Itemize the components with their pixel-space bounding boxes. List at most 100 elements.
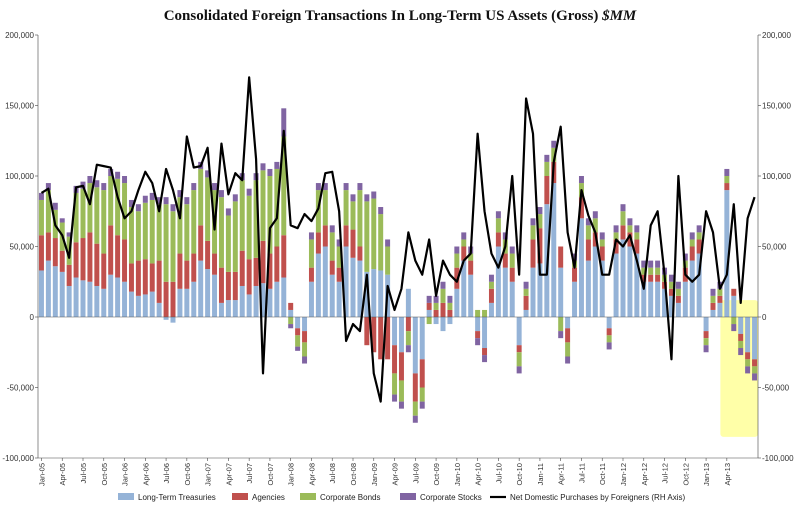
bar-agencies [447,309,453,317]
bar-treasuries [405,288,411,317]
bar-corporate_stocks [509,246,515,254]
bar-corporate_stocks [329,225,335,233]
bar-treasuries [315,253,321,317]
bar-treasuries [551,183,557,317]
chart-title: Consolidated Foreign Transactions In Lon… [164,8,637,24]
bar-corporate_bonds [585,225,591,240]
bar-agencies [288,302,294,310]
bar-corporate_stocks [392,394,398,402]
bar-corporate_bonds [94,187,100,244]
bar-agencies [696,239,702,254]
bar-agencies [191,253,197,282]
bar-corporate_stocks [627,218,633,226]
bar-corporate_bonds [516,352,522,367]
x-tick-label: Apr-12 [640,463,649,486]
bar-corporate_stocks [371,191,377,199]
bar-treasuries [191,281,197,317]
bar-corporate_bonds [689,239,695,247]
legend-label-net_line: Net Domestic Purchases by Foreigners (RH… [510,493,686,502]
bar-corporate_bonds [717,288,723,296]
bar-corporate_bonds [537,214,543,229]
bar-corporate_bonds [530,225,536,240]
bar-agencies [426,302,432,310]
bar-treasuries [350,257,356,317]
bar-treasuries [662,288,668,317]
bar-agencies [281,235,287,278]
x-tick-label: Jul-11 [577,463,586,483]
bar-corporate_stocks [52,202,58,210]
bar-corporate_stocks [495,211,501,219]
x-tick-label: Jul-09 [411,463,420,483]
bar-agencies [710,302,716,310]
bar-corporate_stocks [648,260,654,268]
bar-corporate_stocks [336,239,342,247]
bar-agencies [565,328,571,343]
bar-treasuries [558,267,564,317]
bar-agencies [315,232,321,254]
line-layer [40,76,756,403]
bar-corporate_bonds [177,197,183,254]
y-tick-label-left: 0 [30,313,35,322]
bars-layer [38,108,758,423]
bar-corporate_stocks [565,356,571,364]
bar-treasuries [703,317,709,332]
bar-agencies [689,246,695,261]
y-tick-label-right: -100,000 [762,454,794,463]
bar-treasuries [585,260,591,317]
bar-agencies [142,259,148,295]
bar-treasuries [122,281,128,317]
bar-agencies [45,232,51,261]
bar-treasuries [149,291,155,317]
bar-agencies [212,253,218,275]
bar-corporate_bonds [350,201,356,230]
bar-agencies [731,288,737,296]
bar-agencies [675,295,681,303]
bar-corporate_bonds [710,295,716,303]
bar-corporate_stocks [59,218,65,223]
bar-treasuries [295,317,301,329]
bar-treasuries [419,317,425,360]
bar-agencies [94,243,100,286]
bar-corporate_bonds [385,246,391,275]
bar-corporate_stocks [122,176,128,184]
bar-agencies [385,317,391,360]
bar-agencies [170,281,176,317]
bar-agencies [461,246,467,261]
x-tick-label: Apr-06 [141,463,150,486]
bar-corporate_stocks [752,373,758,381]
bar-corporate_stocks [710,288,716,296]
bar-corporate_stocks [45,183,51,191]
bar-corporate_stocks [343,183,349,191]
bar-agencies [38,235,44,271]
bar-corporate_stocks [38,192,44,200]
bar-treasuries [218,302,224,317]
bar-corporate_bonds [551,147,557,162]
bar-corporate_stocks [641,260,647,268]
bar-corporate_bonds [475,309,481,317]
bar-treasuries [578,218,584,317]
bar-corporate_bonds [343,190,349,226]
bar-treasuries [73,277,79,317]
bar-agencies [738,333,744,341]
bar-corporate_stocks [177,190,183,198]
bar-corporate_stocks [475,338,481,346]
bar-corporate_bonds [696,232,702,240]
bar-agencies [398,352,404,381]
bar-treasuries [641,281,647,317]
bar-corporate_bonds [378,214,384,271]
bar-agencies [475,331,481,339]
bar-agencies [509,267,515,282]
bar-corporate_bonds [509,253,515,268]
bar-corporate_stocks [149,192,155,200]
bar-treasuries [440,317,446,332]
bar-corporate_bonds [371,198,377,270]
bar-agencies [322,225,328,247]
bar-treasuries [80,280,86,317]
bar-treasuries [682,281,688,317]
bar-corporate_bonds [433,302,439,310]
bar-corporate_stocks [205,170,211,178]
bar-agencies [115,235,121,278]
bar-corporate_stocks [488,274,494,282]
bar-treasuries [260,283,266,317]
bar-corporate_bonds [392,373,398,395]
